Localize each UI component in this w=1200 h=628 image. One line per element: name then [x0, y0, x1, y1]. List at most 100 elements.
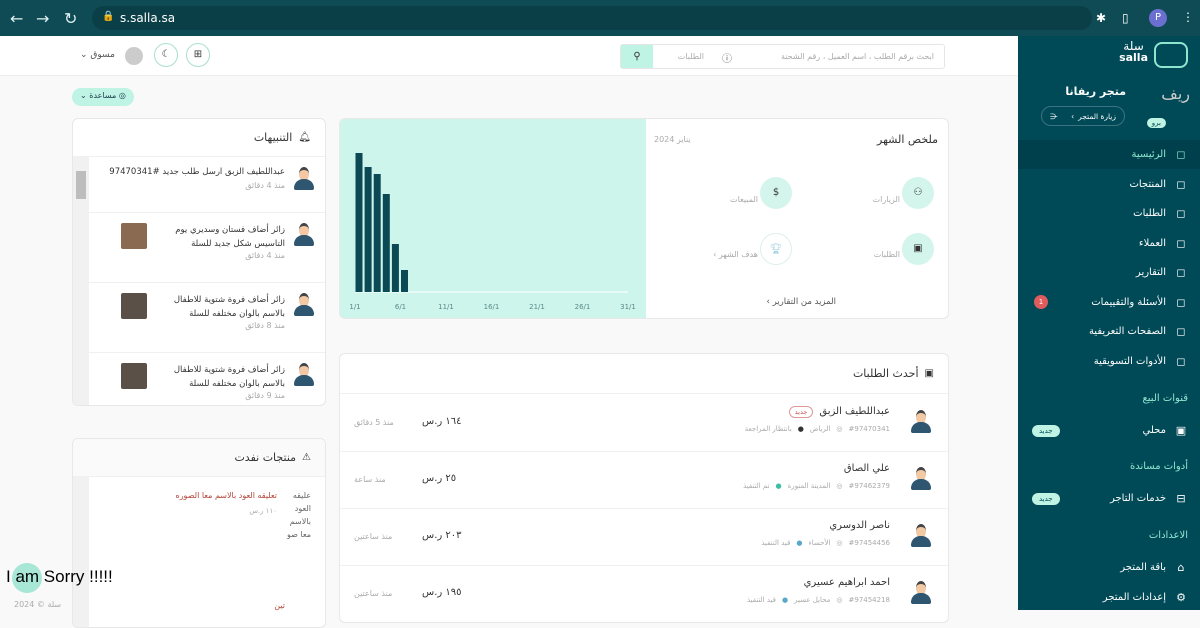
order-status: تم التنفيذ	[743, 482, 770, 490]
plan-badge: برو	[1146, 118, 1166, 128]
notification-item[interactable]: زائر أضاف فستان وسديري يوم التاسيس شكل ج…	[89, 213, 325, 283]
top-bar: ابحث برقم الطلب ، اسم العميل ، رقم الشحن…	[0, 36, 1018, 76]
user-avatar[interactable]	[125, 47, 143, 65]
forward-icon[interactable]: →	[36, 9, 50, 28]
bar-5/1	[391, 244, 399, 292]
order-time: منذ ساعة	[354, 475, 386, 484]
order-id: #97462379	[848, 482, 891, 490]
help-button[interactable]: ⌄ مساعدة ◎	[72, 88, 134, 106]
x-tick-label: 1/1	[349, 303, 360, 311]
notifications-card: 🔔︎ التنبيهات عبداللطيف الزبق ارسل طلب جدي…	[72, 118, 326, 406]
notification-badge: 1	[1034, 295, 1048, 309]
user-menu[interactable]: ⌄ مسوق	[80, 50, 115, 60]
sidebar-item-label: الرئيسية	[1131, 149, 1166, 160]
more-reports-link[interactable]: المزيد من التقارير ›	[766, 297, 837, 307]
notification-time: منذ 9 دقائق	[245, 391, 285, 400]
order-row[interactable]: عبداللطيف الزبق جديد #97470341 ◎ الرياض ● بان…	[340, 394, 948, 452]
location-icon: ◎	[836, 596, 843, 604]
brand-ar: سلة	[1123, 39, 1144, 53]
support-tools-heading: أدوات مساندة	[1129, 461, 1188, 472]
notification-item[interactable]: زائر أضاف فروة شتوية للاطفال بالاسم بالو…	[89, 353, 325, 405]
help-label: مساعدة	[89, 91, 117, 100]
back-icon[interactable]: ←	[10, 9, 24, 28]
order-time: منذ ساعتين	[354, 532, 393, 541]
latest-orders-card: ▣ أحدث الطلبات عبداللطيف الزبق جديد #97470…	[339, 353, 949, 623]
search-scope-select[interactable]: الطلبات	[677, 52, 704, 61]
avatar	[293, 293, 315, 317]
sidebar-item[interactable]: ◻ الطلبات	[1018, 199, 1200, 228]
search-input[interactable]: ابحث برقم الطلب ، اسم العميل ، رقم الشحن…	[780, 52, 934, 61]
sidepanel-icon[interactable]: ▯	[1122, 11, 1129, 25]
address-bar[interactable]: 🔒 s.salla.sa	[92, 6, 1092, 30]
avatar	[910, 581, 932, 605]
order-city: المدينة المنورة	[787, 482, 831, 490]
share-icon[interactable]: ⋲	[1050, 111, 1058, 121]
sidebar-item-merchant-services[interactable]: ⊟ خدمات التاجر جديد	[1018, 484, 1200, 513]
bar-3/1	[373, 174, 381, 292]
gift-icon[interactable]: ⊞	[186, 43, 210, 67]
product-name[interactable]: تين	[274, 601, 285, 610]
search-box[interactable]: ابحث برقم الطلب ، اسم العميل ، رقم الشحن…	[620, 44, 945, 69]
notification-text: عبداللطيف الزبق ارسل طلب جديد #97470341	[109, 167, 285, 177]
order-status: قيد التنفيذ	[761, 539, 791, 547]
order-row[interactable]: علي الصاق #97462379 ◎ المدينة المنورة ● تم ا…	[340, 451, 948, 509]
location-icon: ◎	[836, 425, 843, 433]
month-goal-link[interactable]: هدف الشهر ›	[713, 250, 758, 259]
scrollbar[interactable]	[73, 157, 89, 405]
product-thumbnail	[121, 293, 147, 319]
sidebar-item-store-settings[interactable]: ⚙ إعدادات المتجر	[1018, 583, 1200, 612]
notification-text: زائر أضاف فروة شتوية للاطفال بالاسم بالو…	[173, 295, 285, 319]
gear-icon: ⚙	[1176, 591, 1186, 604]
bar-2/1	[364, 167, 372, 292]
sidebar-item[interactable]: ◻ الأسئلة والتقييمات 1	[1018, 288, 1200, 317]
store-logo: ريف	[1161, 84, 1190, 103]
box-icon: ▣	[924, 368, 934, 379]
scrollbar[interactable]	[73, 477, 89, 627]
sidebar-item-label: التقارير	[1135, 267, 1166, 278]
sidebar-item[interactable]: ◻ التقارير	[1018, 258, 1200, 287]
visit-store-label: زيارة المتجر	[1078, 111, 1116, 121]
sidebar-item[interactable]: ◻ الرئيسية	[1018, 140, 1200, 169]
new-badge: جديد	[1032, 424, 1060, 437]
order-time: منذ ساعتين	[354, 589, 393, 598]
notification-item[interactable]: زائر أضاف فروة شتوية للاطفال بالاسم بالو…	[89, 283, 325, 353]
order-row[interactable]: ناصر الدوسري #97454456 ◎ الأحساء ● قيد التنف…	[340, 508, 948, 566]
notification-time: منذ 4 دقائق	[245, 181, 285, 190]
avatar	[293, 223, 315, 247]
search-button[interactable]: ⚲	[621, 45, 653, 68]
dark-mode-icon[interactable]: ☾	[154, 43, 178, 67]
stat-label: هدف الشهر	[718, 250, 758, 259]
chat-button[interactable]	[12, 563, 42, 593]
order-id: #97454456	[848, 539, 891, 547]
reload-icon[interactable]: ↻	[64, 9, 78, 28]
sidebar-item[interactable]: ◻ الأدوات التسويقية	[1018, 347, 1200, 376]
bell-icon: 🔔︎	[298, 132, 311, 143]
x-tick-label: 6/1	[395, 303, 406, 311]
visit-store-button[interactable]: زيارة المتجر › ⋲	[1041, 106, 1125, 126]
product-name[interactable]: تعليقه العود بالاسم معا الصوره	[175, 491, 278, 500]
x-tick-label: 31/1	[620, 303, 636, 311]
x-tick-label: 16/1	[484, 303, 500, 311]
sidebar-item-local[interactable]: ▣ محلي جديد	[1018, 416, 1200, 445]
brand-en: salla	[1119, 51, 1148, 64]
new-badge: جديد	[1032, 492, 1060, 505]
sidebar-item[interactable]: ◻ الصفحات التعريفية	[1018, 317, 1200, 346]
notification-item[interactable]: عبداللطيف الزبق ارسل طلب جديد #97470341 م…	[89, 157, 325, 213]
extensions-icon[interactable]: ✱	[1096, 11, 1107, 25]
sidebar-item[interactable]: ◻ العملاء	[1018, 229, 1200, 258]
salla-logo: سلة salla	[1119, 40, 1148, 64]
avatar	[293, 363, 315, 387]
customer-name: عبداللطيف الزبق	[819, 406, 890, 417]
order-amount: ١٦٤ ر.س	[422, 416, 462, 427]
menu-icon[interactable]: ⋮	[1182, 10, 1194, 24]
customer-name: علي الصاق	[843, 463, 890, 474]
sidebar-item[interactable]: ◻ المنتجات	[1018, 170, 1200, 199]
profile-avatar[interactable]: P	[1149, 9, 1167, 27]
notification-text: زائر أضاف فستان وسديري يوم التاسيس شكل ج…	[175, 225, 285, 249]
order-row[interactable]: احمد ابراهيم عسيري #97454218 ◎ محايل عسير ●…	[340, 565, 948, 622]
sidebar-item-store-plan[interactable]: ⌂ باقة المتجر	[1018, 553, 1200, 582]
settings-heading: الاعدادات	[1148, 530, 1188, 541]
stat-label: الطلبات	[873, 250, 900, 259]
browser-toolbar: ← → ↻ 🔒 s.salla.sa ✱ ▯ P ⋮	[0, 0, 1200, 36]
sidebar-item-label: الطلبات	[1133, 208, 1166, 219]
